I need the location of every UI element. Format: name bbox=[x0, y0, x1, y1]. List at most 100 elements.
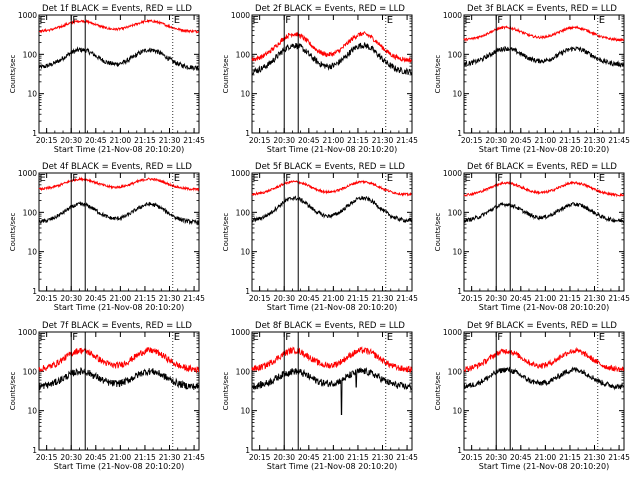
marker-label: E bbox=[599, 15, 605, 26]
x-axis-label: Start Time (21-Nov-08 20:10:20) bbox=[54, 145, 184, 154]
x-tick-label: 20:30 bbox=[60, 453, 82, 462]
panel-title: Det 3f BLACK = Events, RED = LLD bbox=[467, 4, 617, 14]
x-axis-label: Start Time (21-Nov-08 20:10:20) bbox=[479, 462, 609, 471]
y-axis-label: Counts/sec bbox=[222, 372, 230, 411]
panel-title: Det 6f BLACK = Events, RED = LLD bbox=[467, 162, 617, 172]
y-tick-label: 10 bbox=[240, 90, 250, 99]
panel-det-8: Det 8f BLACK = Events, RED = LLD 1 10 100 10… bbox=[222, 321, 418, 471]
panel-title: Det 8f BLACK = Events, RED = LLD bbox=[255, 321, 405, 331]
y-tick-label: 10 bbox=[27, 248, 37, 257]
y-tick-label: 1 bbox=[32, 446, 37, 455]
plot-frame bbox=[463, 14, 625, 134]
marker-label: E bbox=[39, 173, 45, 184]
x-axis-label: Start Time (21-Nov-08 20:10:20) bbox=[54, 462, 184, 471]
series-line-events bbox=[463, 201, 624, 223]
panel-det-3: Det 3f BLACK = Events, RED = LLD 1 10 100 10… bbox=[434, 4, 630, 154]
y-tick-label: 1000 bbox=[18, 11, 37, 20]
y-tick-label: 10 bbox=[240, 248, 250, 257]
y-tick-label: 1000 bbox=[231, 169, 250, 178]
marker-label: E bbox=[599, 173, 605, 184]
x-tick-label: 20:15 bbox=[36, 294, 58, 303]
y-tick-label: 1 bbox=[32, 129, 37, 138]
y-tick-label: 1 bbox=[245, 287, 250, 296]
y-tick-label: 100 bbox=[448, 367, 463, 376]
y-tick-label: 100 bbox=[23, 208, 38, 217]
y-tick-label: 10 bbox=[452, 407, 462, 416]
plot-frame bbox=[463, 172, 625, 292]
series-line-lld bbox=[251, 179, 412, 197]
series-line-lld bbox=[463, 346, 625, 373]
x-tick-label: 21:45 bbox=[183, 294, 205, 303]
marker-label: E bbox=[39, 332, 45, 343]
x-tick-label: 20:45 bbox=[85, 294, 107, 303]
x-tick-label: 21:45 bbox=[396, 453, 418, 462]
panel-det-6: Det 6f BLACK = Events, RED = LLD 1 10 100 10… bbox=[434, 162, 630, 312]
x-tick-label: 21:00 bbox=[535, 136, 557, 145]
y-tick-label: 1000 bbox=[443, 328, 462, 337]
marker-label: F bbox=[72, 332, 78, 343]
y-axis-label: Counts/sec bbox=[9, 372, 17, 411]
x-tick-label: 21:00 bbox=[110, 453, 132, 462]
marker-label: F bbox=[285, 173, 291, 184]
y-axis-label: Counts/sec bbox=[9, 55, 17, 94]
panel-det-1: Det 1f BLACK = Events, RED = LLD 1 10 100 10… bbox=[9, 4, 205, 154]
panel-title: Det 4f BLACK = Events, RED = LLD bbox=[42, 162, 192, 172]
panel-title: Det 1f BLACK = Events, RED = LLD bbox=[42, 4, 192, 14]
x-tick-label: 21:15 bbox=[134, 136, 156, 145]
x-tick-label: 20:15 bbox=[249, 453, 271, 462]
y-tick-label: 100 bbox=[23, 50, 38, 59]
x-tick-label: 20:15 bbox=[461, 453, 483, 462]
marker-label: E bbox=[464, 15, 470, 26]
series-line-events bbox=[251, 195, 413, 224]
x-tick-label: 21:30 bbox=[372, 136, 394, 145]
x-tick-label: 20:30 bbox=[485, 136, 507, 145]
x-tick-label: 21:00 bbox=[110, 294, 132, 303]
x-tick-label: 20:15 bbox=[36, 136, 58, 145]
x-tick-label: 21:30 bbox=[372, 453, 394, 462]
y-axis-label: Counts/sec bbox=[9, 213, 17, 252]
x-tick-label: 21:45 bbox=[183, 453, 205, 462]
x-tick-label: 20:45 bbox=[510, 294, 532, 303]
series-line-lld bbox=[38, 176, 200, 192]
series-line-events bbox=[251, 367, 413, 415]
x-tick-label: 21:00 bbox=[535, 294, 557, 303]
y-axis-label: Counts/sec bbox=[222, 213, 230, 252]
marker-label: F bbox=[72, 173, 78, 184]
series-line-events bbox=[251, 42, 413, 75]
marker-label: F bbox=[285, 332, 291, 343]
x-tick-label: 21:00 bbox=[323, 453, 345, 462]
x-tick-label: 21:00 bbox=[323, 136, 345, 145]
y-tick-label: 100 bbox=[448, 208, 463, 217]
panel-det-7: Det 7f BLACK = Events, RED = LLD 1 10 100 10… bbox=[9, 321, 205, 471]
x-tick-label: 20:15 bbox=[249, 136, 271, 145]
marker-label: E bbox=[174, 332, 180, 343]
series-line-events bbox=[463, 45, 625, 69]
x-tick-label: 20:45 bbox=[298, 294, 320, 303]
x-tick-label: 21:45 bbox=[608, 136, 630, 145]
marker-label: E bbox=[387, 332, 393, 343]
x-tick-label: 21:45 bbox=[396, 294, 418, 303]
x-tick-label: 21:15 bbox=[134, 294, 156, 303]
marker-label: E bbox=[387, 173, 393, 184]
x-tick-label: 21:30 bbox=[372, 294, 394, 303]
marker-label: F bbox=[497, 15, 503, 26]
panel-det-5: Det 5f BLACK = Events, RED = LLD 1 10 100 10… bbox=[222, 162, 418, 312]
marker-label: F bbox=[497, 173, 503, 184]
panel-title: Det 7f BLACK = Events, RED = LLD bbox=[42, 321, 192, 331]
series-line-lld bbox=[251, 345, 413, 374]
y-axis-label: Counts/sec bbox=[222, 55, 230, 94]
y-tick-label: 1000 bbox=[231, 328, 250, 337]
panel-det-9: Det 9f BLACK = Events, RED = LLD 1 10 100 10… bbox=[434, 321, 630, 471]
y-tick-label: 1 bbox=[245, 129, 250, 138]
y-tick-label: 100 bbox=[236, 208, 251, 217]
x-tick-label: 20:15 bbox=[249, 294, 271, 303]
y-tick-label: 1 bbox=[457, 129, 462, 138]
y-tick-label: 100 bbox=[448, 50, 463, 59]
marker-label: E bbox=[252, 173, 258, 184]
marker-label: E bbox=[174, 15, 180, 26]
x-axis-label: Start Time (21-Nov-08 20:10:20) bbox=[479, 145, 609, 154]
y-tick-label: 1000 bbox=[443, 11, 462, 20]
x-tick-label: 21:45 bbox=[608, 453, 630, 462]
x-tick-label: 21:45 bbox=[183, 136, 205, 145]
